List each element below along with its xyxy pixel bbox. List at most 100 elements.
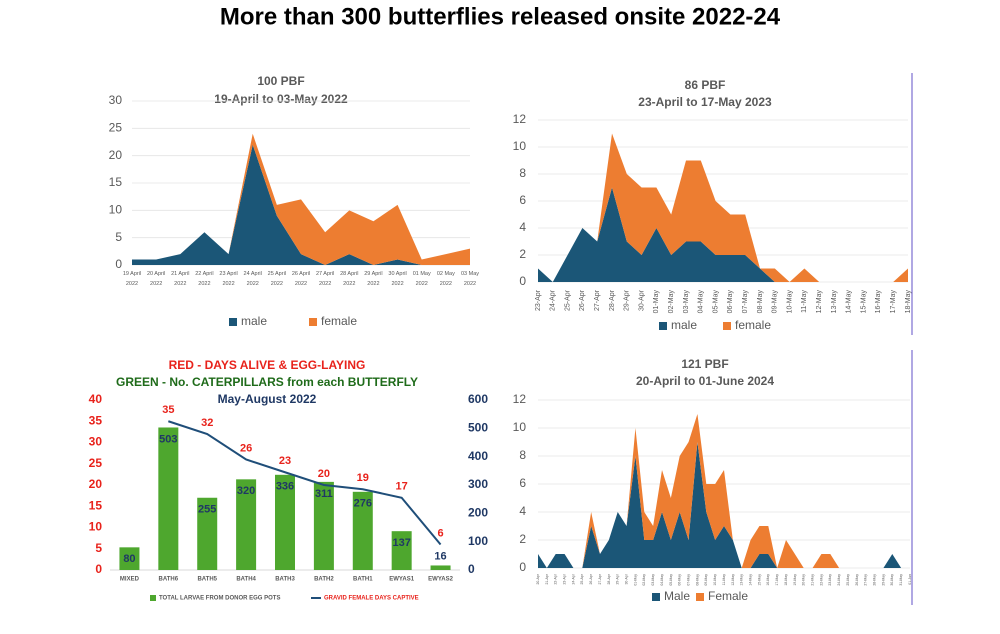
x-tick-label: 01 May 2022: [413, 271, 431, 287]
x-tick-label: 26 April 2022: [292, 271, 310, 287]
x-tick-label: EWYAS2: [428, 577, 453, 583]
chart-subtitle: 20-April to 01-June 2024: [636, 374, 774, 388]
y2-tick-label: 600: [468, 392, 488, 406]
x-tick-label: 05-May: [712, 290, 719, 314]
x-tick-label: 02 May 2022: [437, 271, 455, 287]
x-tick-label: 27 April 2022: [316, 271, 334, 287]
x-tick-label: 27-Apr: [594, 289, 601, 311]
x-tick-label: BATH2: [314, 577, 334, 583]
area: [538, 187, 908, 282]
x-tick-label: 03-May: [683, 290, 690, 314]
data-label: 26: [240, 442, 252, 454]
y-tick-label: 8: [519, 166, 526, 180]
legend-label: female: [321, 314, 357, 328]
y-tick-label: 10: [109, 203, 123, 217]
bar: [313, 481, 334, 570]
x-tick-label: 12-May: [731, 574, 735, 586]
y-tick-label: 2: [519, 247, 526, 261]
data-label: 311: [315, 488, 333, 500]
x-tick-label: 29-May: [881, 574, 885, 586]
x-tick-label: 28-Apr: [607, 573, 611, 584]
slide-title: More than 300 butterflies released onsit…: [220, 3, 781, 30]
x-tick-label: 07-May: [742, 290, 749, 314]
x-tick-label: 08-May: [757, 290, 764, 314]
x-tick-label: BATH5: [197, 577, 217, 583]
data-label: 255: [198, 504, 216, 516]
x-tick-label: 19-May: [793, 574, 797, 586]
x-tick-label: BATH4: [236, 577, 256, 583]
x-tick-label: 31-May: [899, 574, 903, 586]
x-tick-label: 15-May: [757, 574, 761, 586]
bar: [158, 427, 179, 570]
y-tick-label: 5: [115, 230, 122, 244]
legend-label: male: [671, 318, 697, 332]
x-tick-label: 01-May: [653, 290, 660, 314]
legend-label: TOTAL LARVAE FROM DONOR EGG POTS: [159, 596, 280, 602]
x-tick-label: 03 May 2022: [461, 271, 479, 287]
x-tick-label: 15-May: [860, 290, 867, 314]
x-tick-label: 25-May: [846, 574, 850, 586]
x-tick-label: 04-May: [698, 290, 705, 314]
x-tick-label: BATH3: [275, 577, 295, 583]
data-label: 19: [357, 472, 369, 484]
legend-swatch: [309, 318, 317, 326]
x-tick-label: 18-May: [905, 290, 912, 314]
y2-tick-label: 500: [468, 421, 488, 435]
chart-title: 86 PBF: [685, 78, 726, 92]
y-tick-label: 35: [89, 413, 103, 427]
x-tick-label: 30-Apr: [638, 289, 645, 311]
x-tick-label: 17-May: [775, 574, 779, 586]
y2-tick-label: 100: [468, 534, 488, 548]
y-tick-label: 20: [89, 477, 103, 491]
data-label: 137: [392, 537, 410, 549]
x-tick-label: 28 April 2022: [340, 271, 358, 287]
x-tick-label: MIXED: [120, 577, 140, 583]
x-tick-label: 30 April 2022: [388, 271, 406, 287]
x-tick-label: 13-May: [740, 574, 744, 586]
x-tick-label: 06-May: [727, 290, 734, 314]
bar: [430, 565, 451, 570]
x-tick-label: 23-May: [828, 574, 832, 586]
x-tick-label: 09-May: [772, 290, 779, 314]
chart-title: May-August 2022: [218, 392, 317, 406]
legend-swatch: [659, 322, 667, 330]
area: [538, 414, 910, 568]
x-tick-label: 19 April 2022: [123, 271, 141, 287]
x-tick-label: 26-Apr: [579, 289, 586, 311]
x-tick-label: 25-Apr: [580, 573, 584, 584]
chart-title: 100 PBF: [257, 74, 304, 88]
x-tick-label: 22 April 2022: [195, 271, 213, 287]
x-tick-label: 22-Apr: [554, 573, 558, 584]
data-label: 320: [237, 485, 255, 497]
x-tick-label: 21-Apr: [545, 573, 549, 584]
x-tick-label: 24-Apr: [550, 289, 557, 311]
data-label: 17: [396, 481, 408, 493]
chart-title: GREEN - No. CATERPILLARS from each BUTTE…: [116, 375, 418, 389]
bar: [236, 479, 257, 570]
y-tick-label: 4: [519, 220, 526, 234]
y-tick-label: 10: [513, 139, 527, 153]
y-tick-label: 10: [513, 420, 527, 434]
y-tick-label: 5: [95, 541, 102, 555]
area: [132, 133, 470, 265]
x-tick-label: BATH1: [353, 577, 373, 583]
x-tick-label: 03-May: [651, 574, 655, 586]
x-tick-label: 20-Apr: [536, 573, 540, 584]
line: [168, 420, 442, 546]
y-tick-label: 40: [89, 392, 103, 406]
legend-label: GRAVID FEMALE DAYS CAPTIVE: [324, 596, 419, 602]
y-tick-label: 2: [519, 532, 526, 546]
x-tick-label: 10-May: [786, 290, 793, 314]
y-tick-label: 15: [89, 498, 103, 512]
chart-subtitle: 23-April to 17-May 2023: [638, 95, 772, 109]
bar: [391, 531, 412, 570]
x-tick-label: 08-May: [695, 574, 699, 586]
y-tick-label: 4: [519, 504, 526, 518]
y-tick-label: 6: [519, 193, 526, 207]
x-tick-label: 24-Apr: [571, 573, 575, 584]
x-tick-label: 23-Apr: [535, 289, 542, 311]
x-tick-label: 18-May: [784, 574, 788, 586]
